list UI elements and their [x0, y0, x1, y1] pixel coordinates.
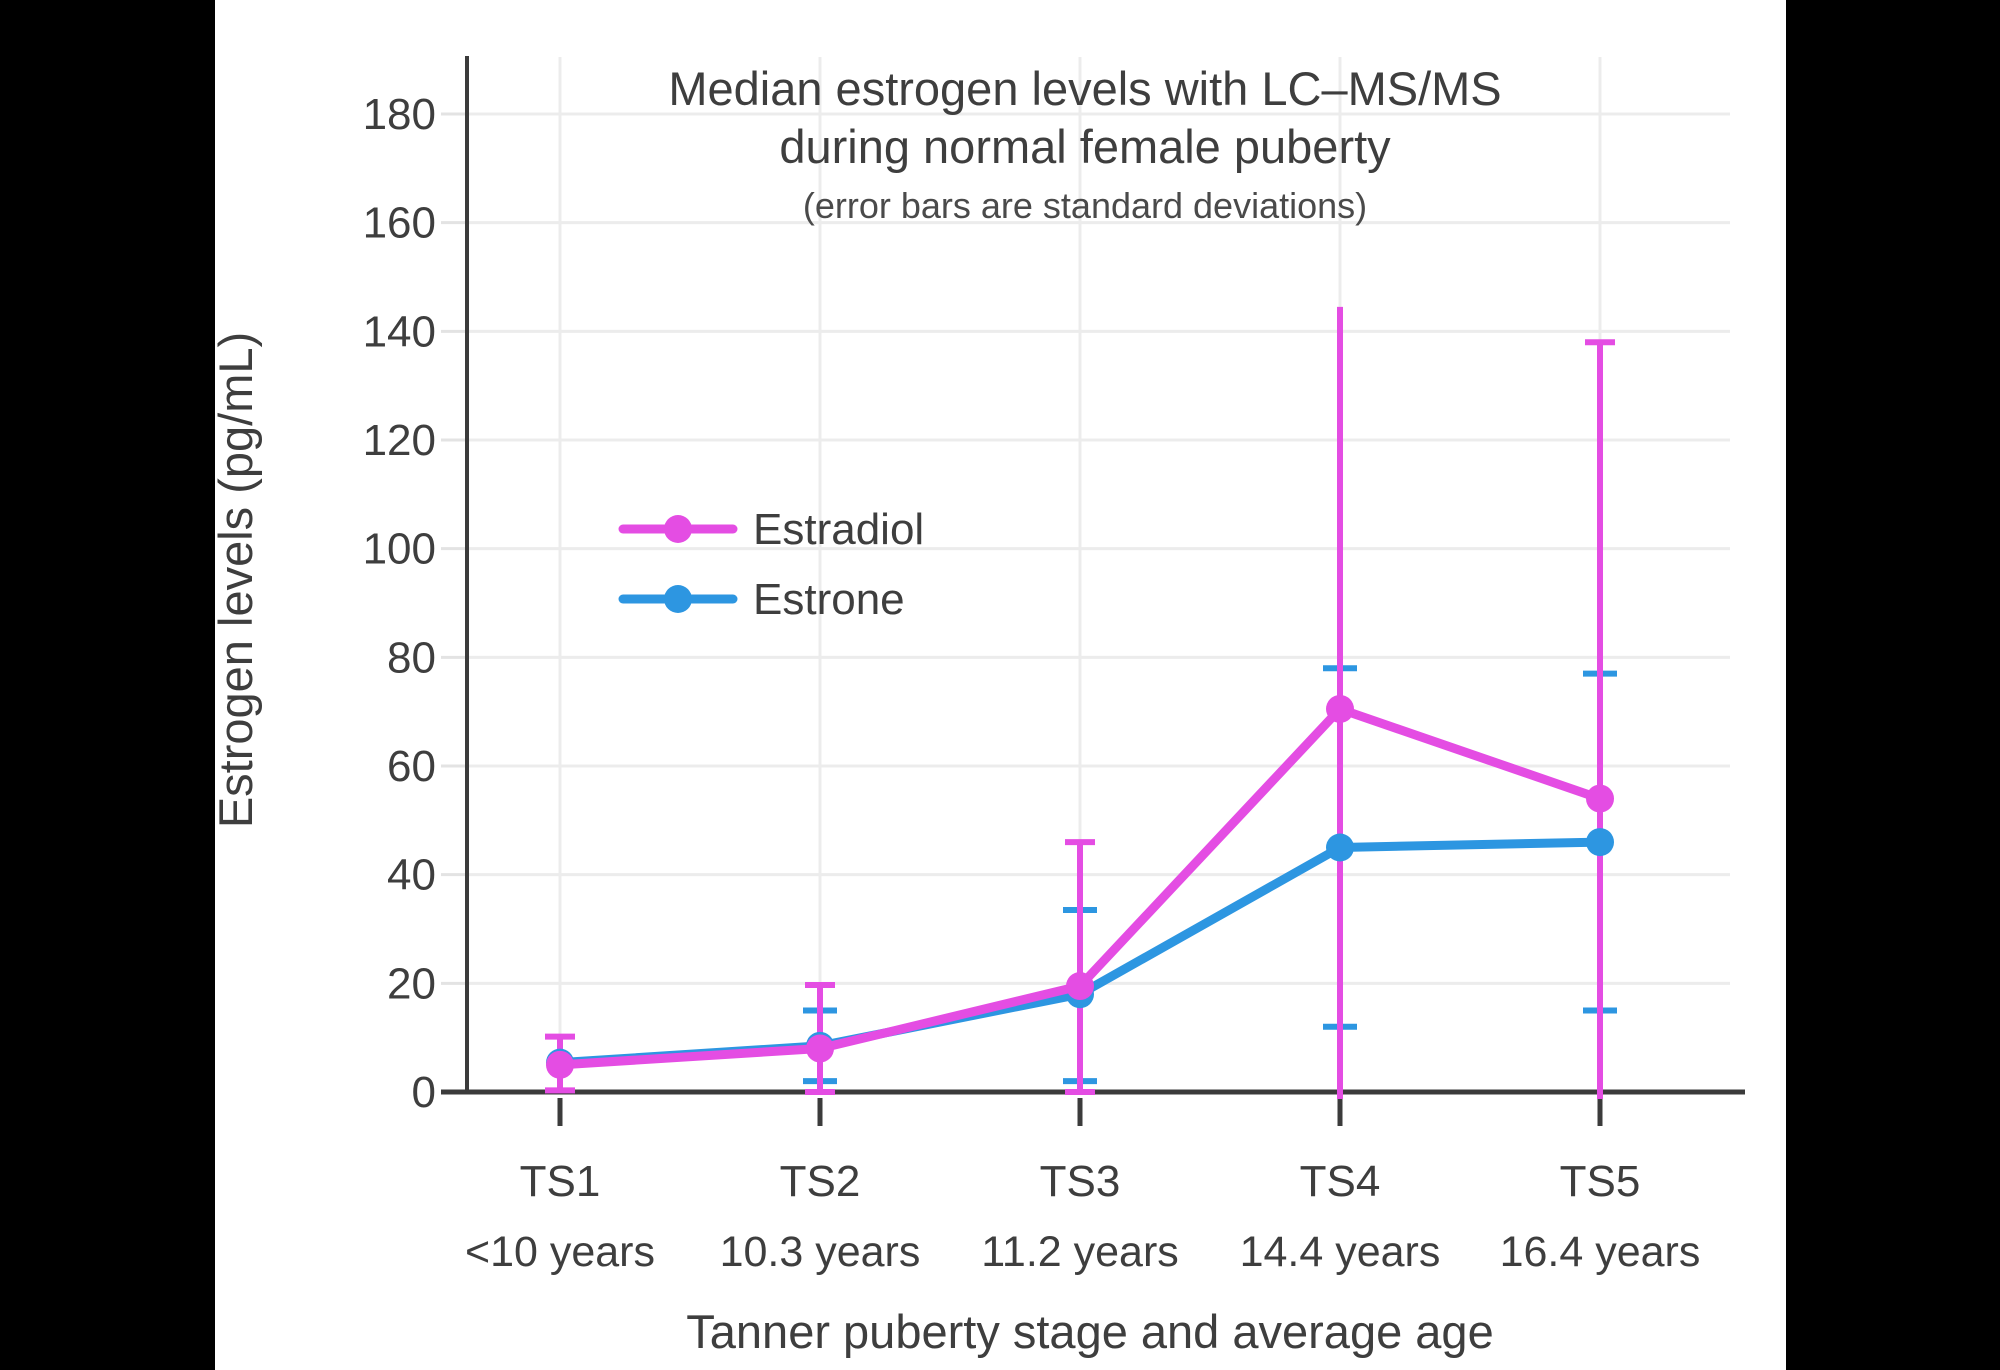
- legend-swatch-dot-estradiol: [664, 515, 692, 543]
- x-tick-label-TS2: TS2: [780, 1157, 861, 1206]
- x-tick-label-TS5: TS5: [1560, 1157, 1641, 1206]
- legend-label-estrone: Estrone: [753, 575, 905, 624]
- y-tick-label-160: 160: [363, 199, 436, 248]
- point-Estradiol-TS3: [1066, 972, 1094, 1001]
- y-tick-label-20: 20: [387, 959, 436, 1008]
- point-Estradiol-TS1: [546, 1050, 574, 1079]
- chart-title-line1: Median estrogen levels with LC–MS/MS: [668, 62, 1501, 115]
- point-Estradiol-TS2: [806, 1034, 834, 1063]
- x-age-label-TS4: 14.4 years: [1240, 1228, 1441, 1276]
- point-Estradiol-TS5: [1586, 784, 1614, 813]
- x-axis-title: Tanner puberty stage and average age: [686, 1305, 1493, 1358]
- y-tick-label-120: 120: [363, 416, 436, 465]
- x-age-label-TS5: 16.4 years: [1500, 1228, 1701, 1276]
- y-tick-label-140: 140: [363, 307, 436, 356]
- y-tick-label-60: 60: [387, 742, 436, 791]
- x-tick-label-TS3: TS3: [1040, 1157, 1121, 1206]
- point-Estrone-TS5: [1586, 828, 1614, 857]
- y-tick-label-80: 80: [387, 633, 436, 682]
- y-tick-label-0: 0: [412, 1068, 436, 1117]
- canvas-background: [215, 0, 1786, 1370]
- x-age-label-TS1: <10 years: [465, 1228, 655, 1276]
- y-tick-label-40: 40: [387, 851, 436, 900]
- chart-subtitle: (error bars are standard deviations): [803, 185, 1367, 226]
- point-Estradiol-TS4: [1326, 694, 1354, 723]
- series-lines: [546, 694, 1614, 1079]
- point-Estrone-TS4: [1326, 833, 1354, 862]
- y-axis-title: Estrogen levels (pg/mL): [209, 332, 262, 828]
- x-tick-label-TS4: TS4: [1300, 1157, 1381, 1206]
- x-age-label-TS3: 11.2 years: [981, 1228, 1179, 1276]
- legend-label-estradiol: Estradiol: [753, 505, 924, 554]
- y-tick-label-180: 180: [363, 90, 436, 139]
- x-tick-label-TS1: TS1: [520, 1157, 601, 1206]
- legend-swatch-dot-estrone: [664, 585, 692, 613]
- y-tick-label-100: 100: [363, 525, 436, 574]
- x-age-label-TS2: 10.3 years: [720, 1228, 921, 1276]
- legend: Estradiol Estrone: [618, 505, 924, 624]
- tick-labels: 0 20 40 60 80 100 120 140 160 180 TS1 <10 years TS2 1…: [363, 90, 1701, 1276]
- chart-title-line2: during normal female puberty: [779, 120, 1391, 173]
